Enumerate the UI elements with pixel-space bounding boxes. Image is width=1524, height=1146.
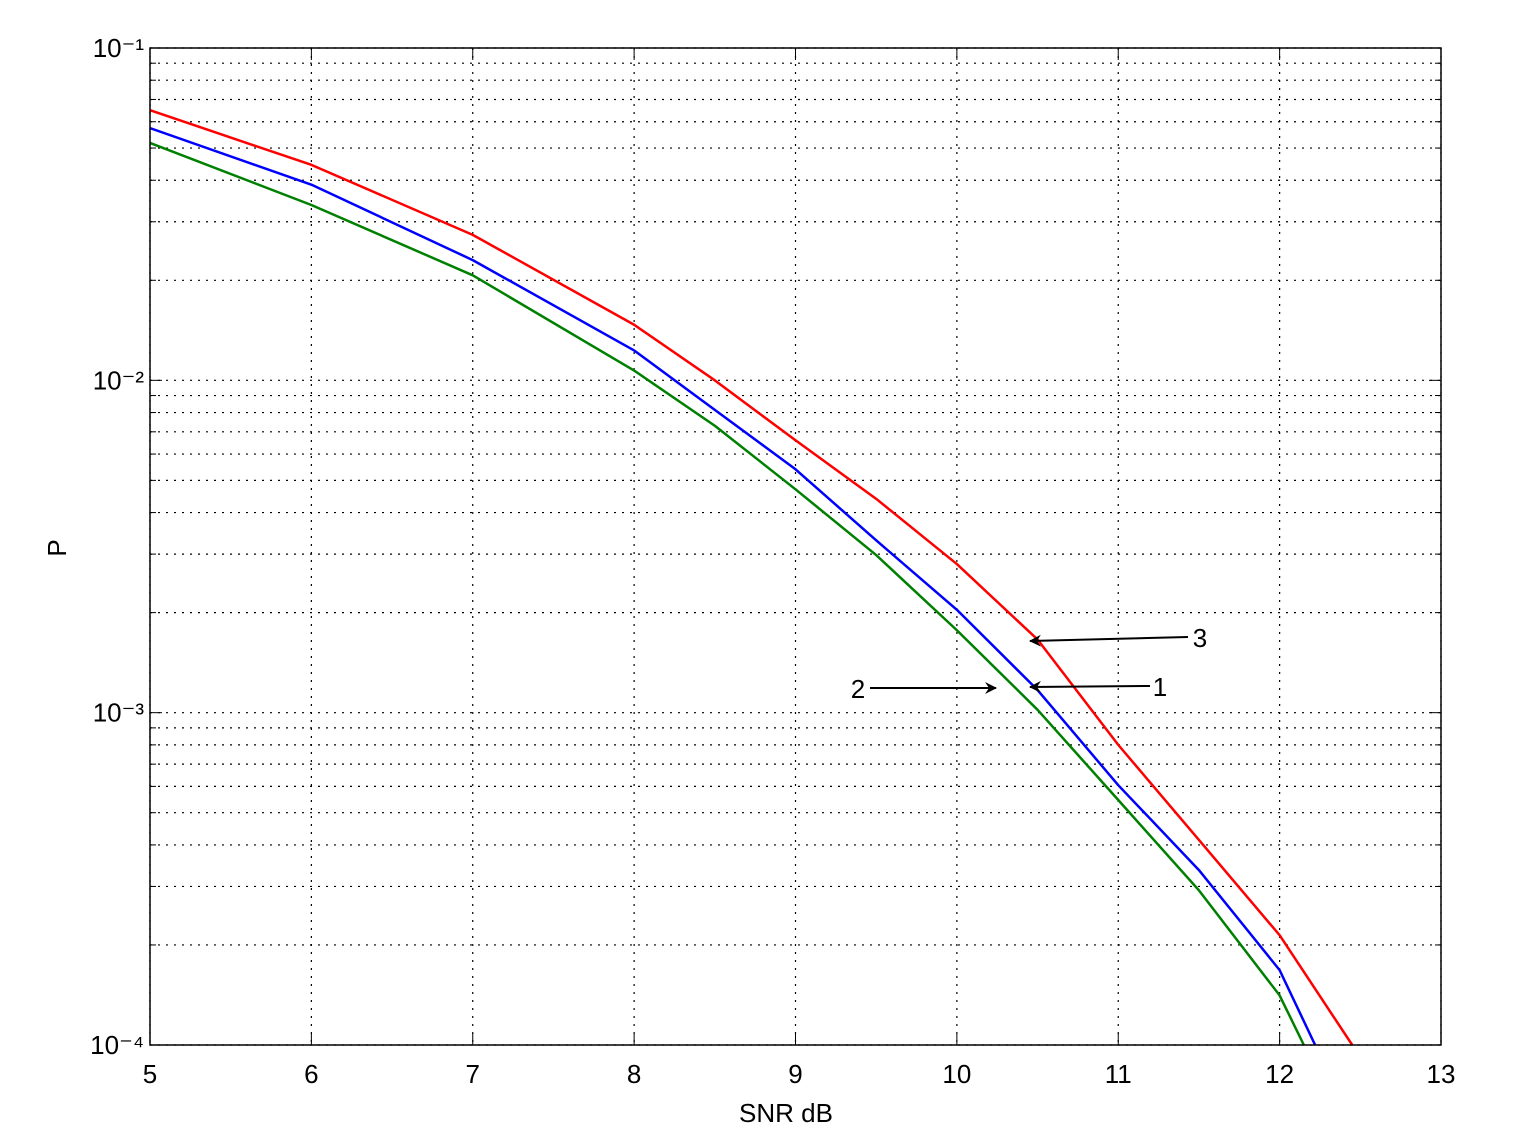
x-tick-label: 7: [466, 1059, 480, 1089]
annotation: 3: [1193, 623, 1207, 653]
y-axis-label: P: [42, 539, 72, 556]
x-tick-label: 6: [304, 1059, 318, 1089]
arrow: [1029, 634, 1189, 647]
data-line: [149, 141, 1305, 1046]
data-line: [149, 108, 1354, 1046]
annotation-arrows: [870, 634, 1189, 694]
x-tick-label: 11: [1105, 1059, 1132, 1089]
data-line: [149, 126, 1317, 1046]
plot-frame: [149, 47, 1442, 1046]
x-tick-label: 5: [143, 1059, 157, 1089]
annotation: 2: [851, 674, 865, 704]
y-tick-label: 10⁻²: [93, 365, 145, 395]
y-tick-label: 10⁻³: [93, 698, 145, 728]
y-tick-label: 10⁻⁴: [90, 1030, 144, 1060]
x-tick-label: 12: [1265, 1059, 1294, 1089]
x-tick-label: 10: [942, 1059, 971, 1089]
arrow: [1029, 680, 1151, 693]
x-tick-label: 8: [627, 1059, 641, 1089]
x-tick-label: 9: [788, 1059, 802, 1089]
annotation: 1: [1153, 672, 1167, 702]
x-axis-label: SNR dB: [739, 1098, 833, 1128]
y-tick-label: 10⁻¹: [93, 33, 145, 63]
x-tick-label: 13: [1427, 1059, 1456, 1089]
